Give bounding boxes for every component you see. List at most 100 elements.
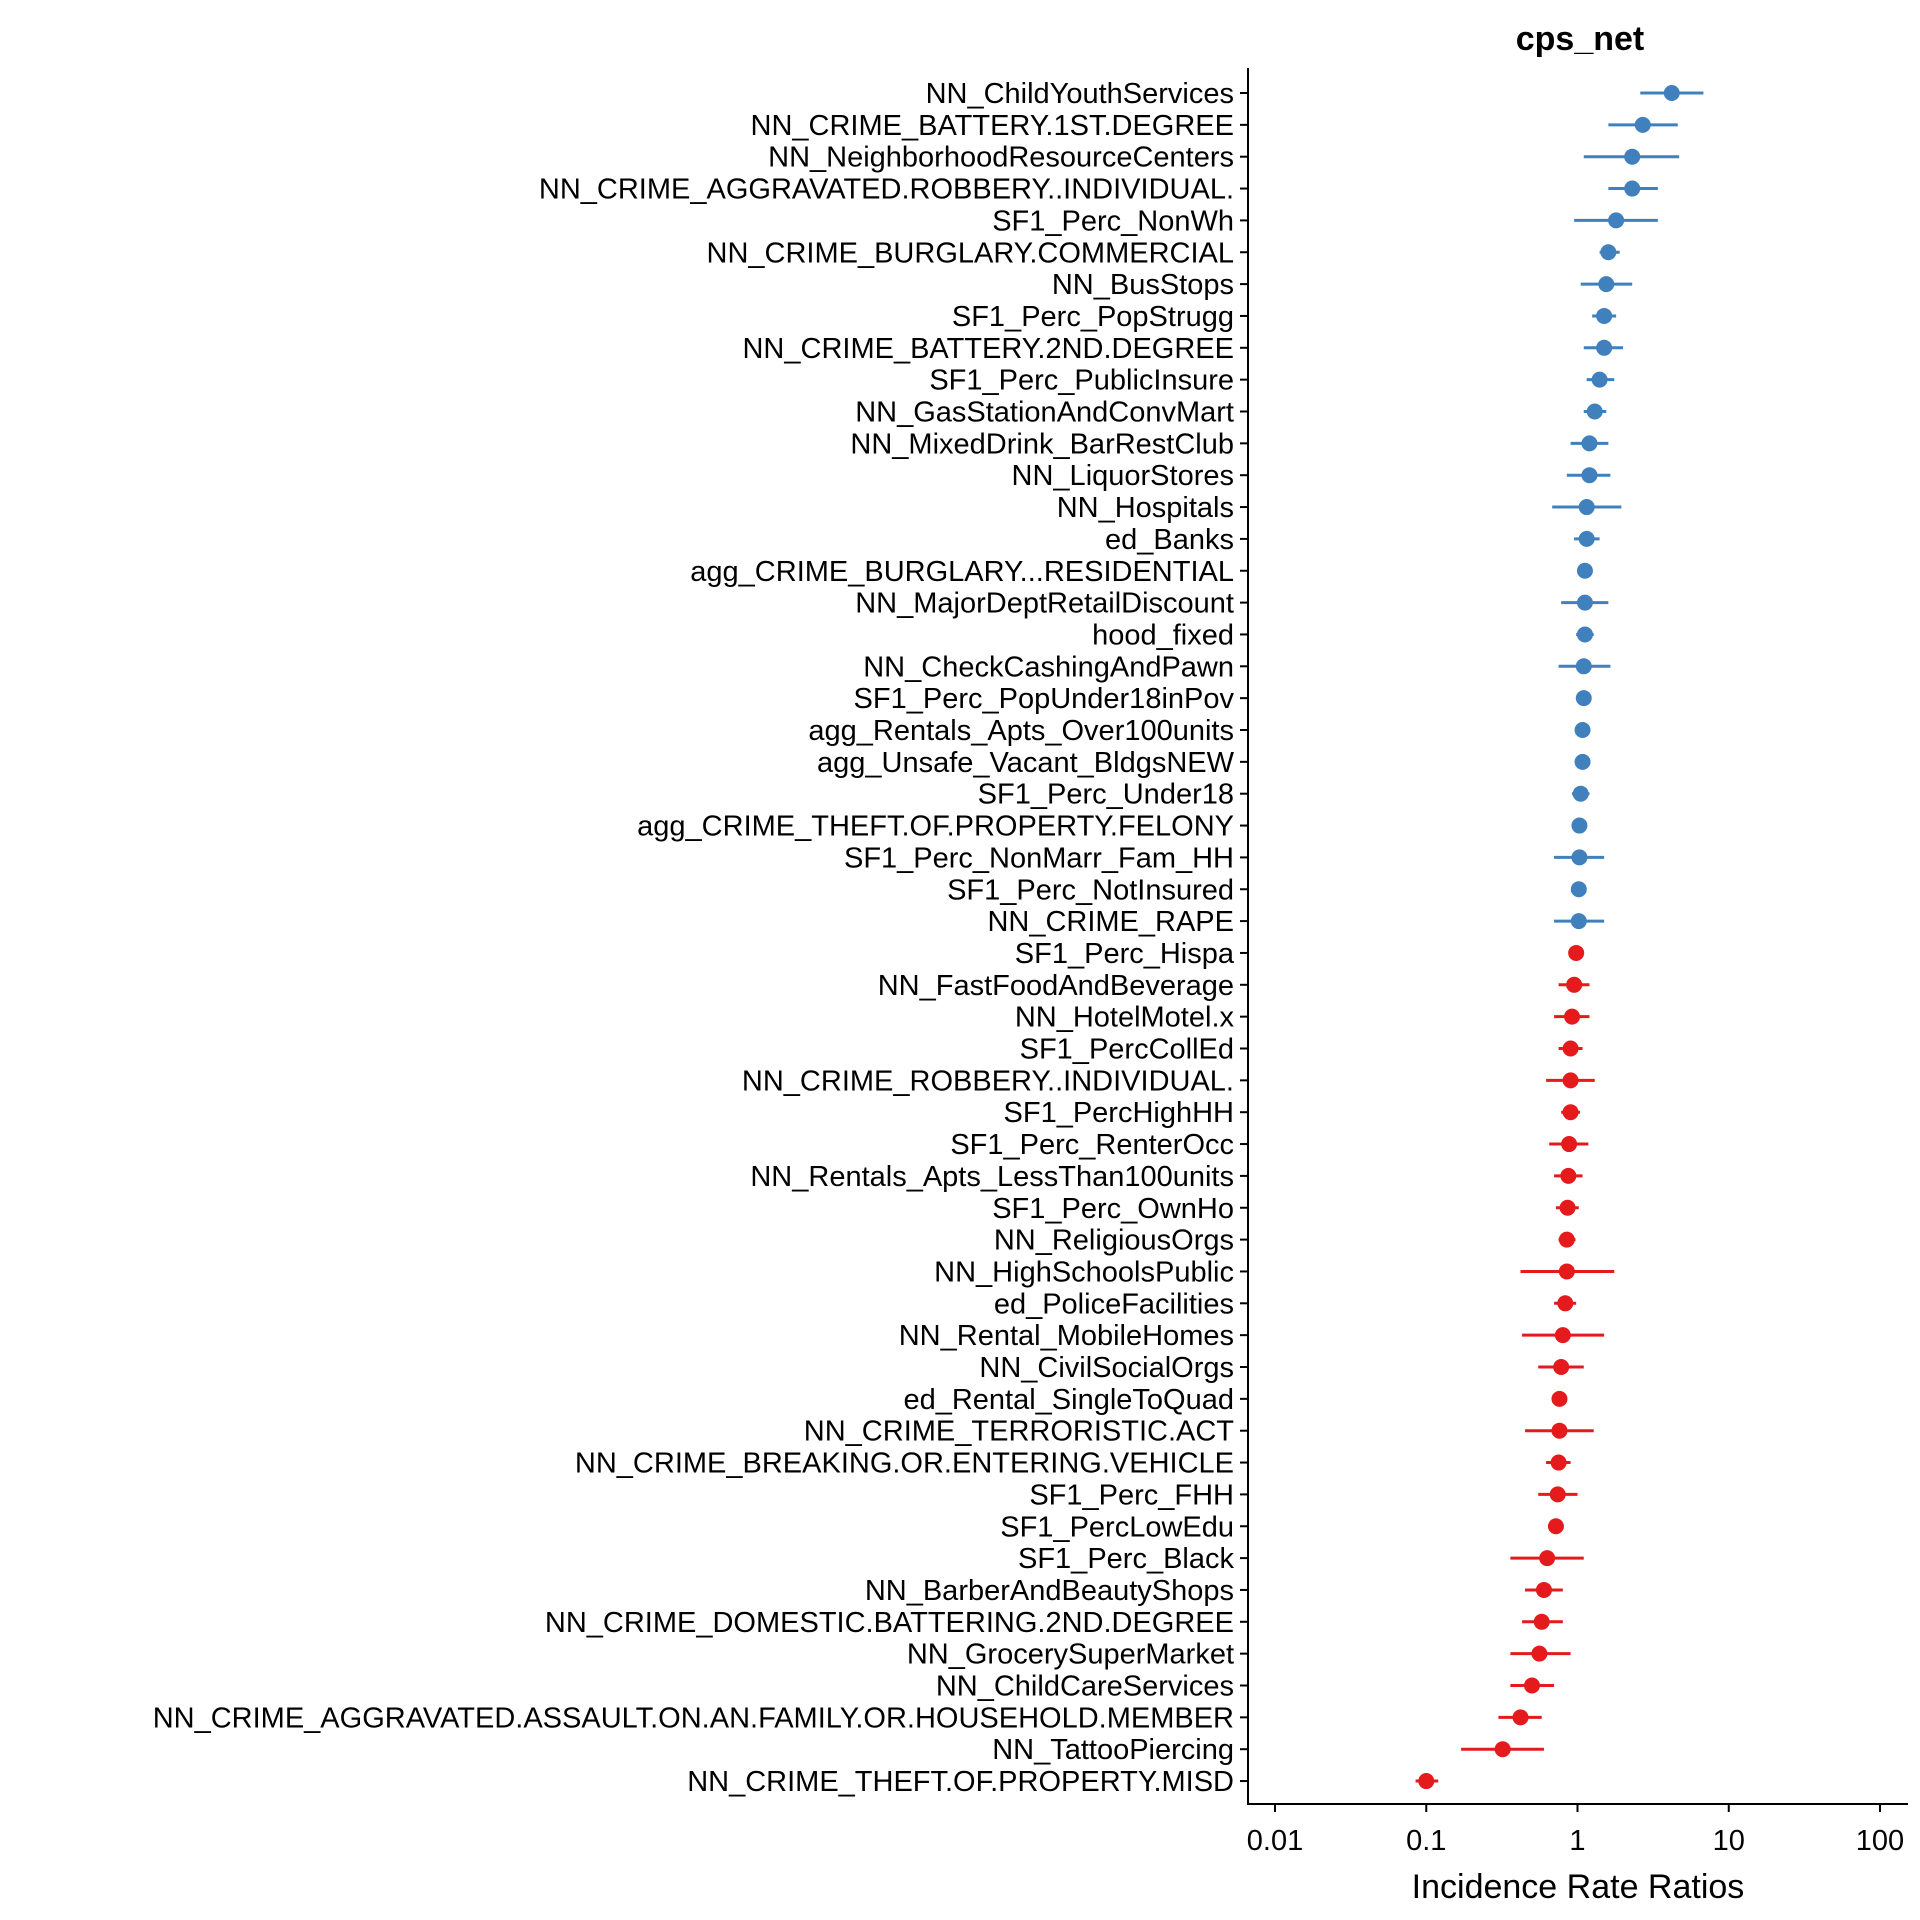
estimate-point [1586,403,1603,420]
x-axis-ticks: 0.01 0.1 1 10 100 [1247,1804,1904,1857]
estimate-point [1557,1295,1574,1312]
forest-row: NN_CRIME_TERRORISTIC.ACT [804,1416,1594,1448]
forest-row: NN_ChildCareServices [936,1671,1555,1703]
forest-row: NN_CRIME_DOMESTIC.BATTERING.2ND.DEGREE [545,1607,1563,1639]
row-label: NN_GrocerySuperMarket [907,1639,1234,1671]
forest-row: NN_CRIME_RAPE [987,906,1605,938]
chart-title: cps_net [1516,20,1645,58]
forest-row: SF1_Perc_Hispa [1015,938,1585,970]
forest-row: NN_ReligiousOrgs [994,1225,1576,1257]
x-tick-label: 0.1 [1406,1825,1446,1857]
forest-row: SF1_Perc_RenterOcc [950,1129,1589,1161]
estimate-point [1547,1518,1564,1535]
row-label: SF1_Perc_FHH [1029,1479,1234,1511]
row-label: SF1_Perc_RenterOcc [950,1129,1234,1161]
row-label: agg_Unsafe_Vacant_BldgsNEW [817,747,1235,779]
x-axis-label: Incidence Rate Ratios [1412,1868,1745,1906]
estimate-point [1512,1709,1529,1726]
estimate-point [1663,85,1680,101]
row-label: SF1_Perc_Hispa [1015,938,1235,970]
row-label: agg_Rentals_Apts_Over100units [808,715,1234,747]
row-label: SF1_Perc_PopStrugg [952,301,1234,333]
estimate-point [1562,1104,1579,1121]
forest-row: NN_CRIME_BATTERY.2ND.DEGREE [742,333,1624,365]
estimate-point [1553,1359,1570,1375]
x-tick-label: 0.01 [1247,1825,1303,1857]
estimate-point [1554,1327,1571,1344]
estimate-point [1598,276,1615,293]
forest-row: NN_CRIME_ROBBERY..INDIVIDUAL. [742,1065,1595,1097]
row-label: NN_BarberAndBeautyShops [865,1575,1234,1607]
row-label: SF1_Perc_NonWh [992,205,1234,237]
row-label: NN_CRIME_DOMESTIC.BATTERING.2ND.DEGREE [545,1607,1234,1639]
forest-row: NN_CivilSocialOrgs [979,1352,1584,1384]
forest-row: SF1_Perc_PopUnder18inPov [854,683,1592,715]
forest-row: NN_Rentals_Apts_LessThan100units [750,1161,1583,1193]
estimate-point [1418,1773,1435,1790]
forest-row: NN_FastFoodAndBeverage [878,970,1590,1002]
estimate-point [1576,594,1593,611]
row-label: NN_ChildCareServices [936,1671,1234,1703]
estimate-point [1549,1486,1566,1503]
forest-row: NN_CRIME_AGGRAVATED.ASSAULT.ON.AN.FAMILY… [153,1702,1542,1734]
row-label: NN_Hospitals [1057,492,1234,524]
forest-row: agg_CRIME_BURGLARY...RESIDENTIAL [690,556,1593,588]
estimate-point [1572,785,1589,802]
estimate-point [1562,1072,1579,1089]
estimate-point [1578,530,1595,547]
estimate-point [1568,944,1585,961]
row-label: NN_CRIME_AGGRAVATED.ROBBERY..INDIVIDUAL. [539,174,1234,206]
row-label: NN_NeighborhoodResourceCenters [768,142,1234,174]
estimate-point [1566,976,1583,993]
forest-row: SF1_Perc_NonWh [992,205,1658,237]
forest-rows: NN_ChildYouthServicesNN_CRIME_BATTERY.1S… [153,78,1704,1798]
row-label: NN_CivilSocialOrgs [979,1352,1234,1384]
forest-row: NN_MixedDrink_BarRestClub [850,428,1609,460]
row-label: NN_CheckCashingAndPawn [863,651,1234,683]
forest-row: SF1_Perc_NotInsured [947,874,1587,906]
estimate-point [1550,1454,1567,1471]
estimate-point [1578,499,1595,516]
estimate-point [1561,1136,1578,1153]
estimate-point [1494,1741,1511,1758]
forest-row: NN_BusStops [1052,269,1633,301]
estimate-point [1570,881,1587,898]
row-label: ed_PoliceFacilities [994,1288,1234,1320]
forest-row: NN_HighSchoolsPublic [934,1256,1615,1288]
row-label: hood_fixed [1092,619,1234,651]
estimate-point [1533,1613,1550,1630]
row-label: SF1_PercLowEdu [1000,1511,1234,1543]
row-label: NN_CRIME_BATTERY.1ST.DEGREE [751,110,1234,142]
estimate-point [1564,1008,1581,1025]
forest-row: NN_GrocerySuperMarket [907,1639,1571,1671]
forest-row: SF1_Perc_Under18 [978,779,1590,811]
forest-row: NN_CRIME_BREAKING.OR.ENTERING.VEHICLE [575,1448,1571,1480]
estimate-point [1634,116,1651,133]
forest-row: ed_Rental_SingleToQuad [903,1384,1568,1416]
forest-row: NN_GasStationAndConvMart [855,397,1607,429]
estimate-point [1596,339,1613,356]
forest-row: SF1_PercLowEdu [1000,1511,1564,1543]
forest-row: NN_CRIME_BATTERY.1ST.DEGREE [751,110,1678,142]
forest-row: NN_CRIME_BURGLARY.COMMERCIAL [707,237,1620,269]
forest-row: NN_Hospitals [1057,492,1622,524]
forest-row: SF1_Perc_FHH [1029,1479,1578,1511]
estimate-point [1576,626,1593,643]
estimate-point [1558,1263,1575,1280]
row-label: NN_CRIME_TERRORISTIC.ACT [804,1416,1234,1448]
estimate-point [1624,148,1641,165]
estimate-point [1571,817,1588,834]
forest-row: agg_CRIME_THEFT.OF.PROPERTY.FELONY [637,811,1588,843]
row-label: NN_TattooPiercing [992,1734,1234,1766]
row-label: NN_FastFoodAndBeverage [878,970,1234,1002]
row-label: NN_CRIME_THEFT.OF.PROPERTY.MISD [687,1766,1234,1798]
forest-row: NN_LiquorStores [1012,460,1611,492]
row-label: NN_CRIME_BURGLARY.COMMERCIAL [707,237,1235,269]
forest-row: SF1_Perc_NonMarr_Fam_HH [844,842,1605,874]
forest-row: NN_Rental_MobileHomes [899,1320,1605,1352]
row-label: NN_CRIME_AGGRAVATED.ASSAULT.ON.AN.FAMILY… [153,1702,1234,1734]
row-label: NN_GasStationAndConvMart [855,397,1234,429]
row-label: NN_HighSchoolsPublic [934,1256,1234,1288]
forest-row: SF1_PercHighHH [1004,1097,1581,1129]
